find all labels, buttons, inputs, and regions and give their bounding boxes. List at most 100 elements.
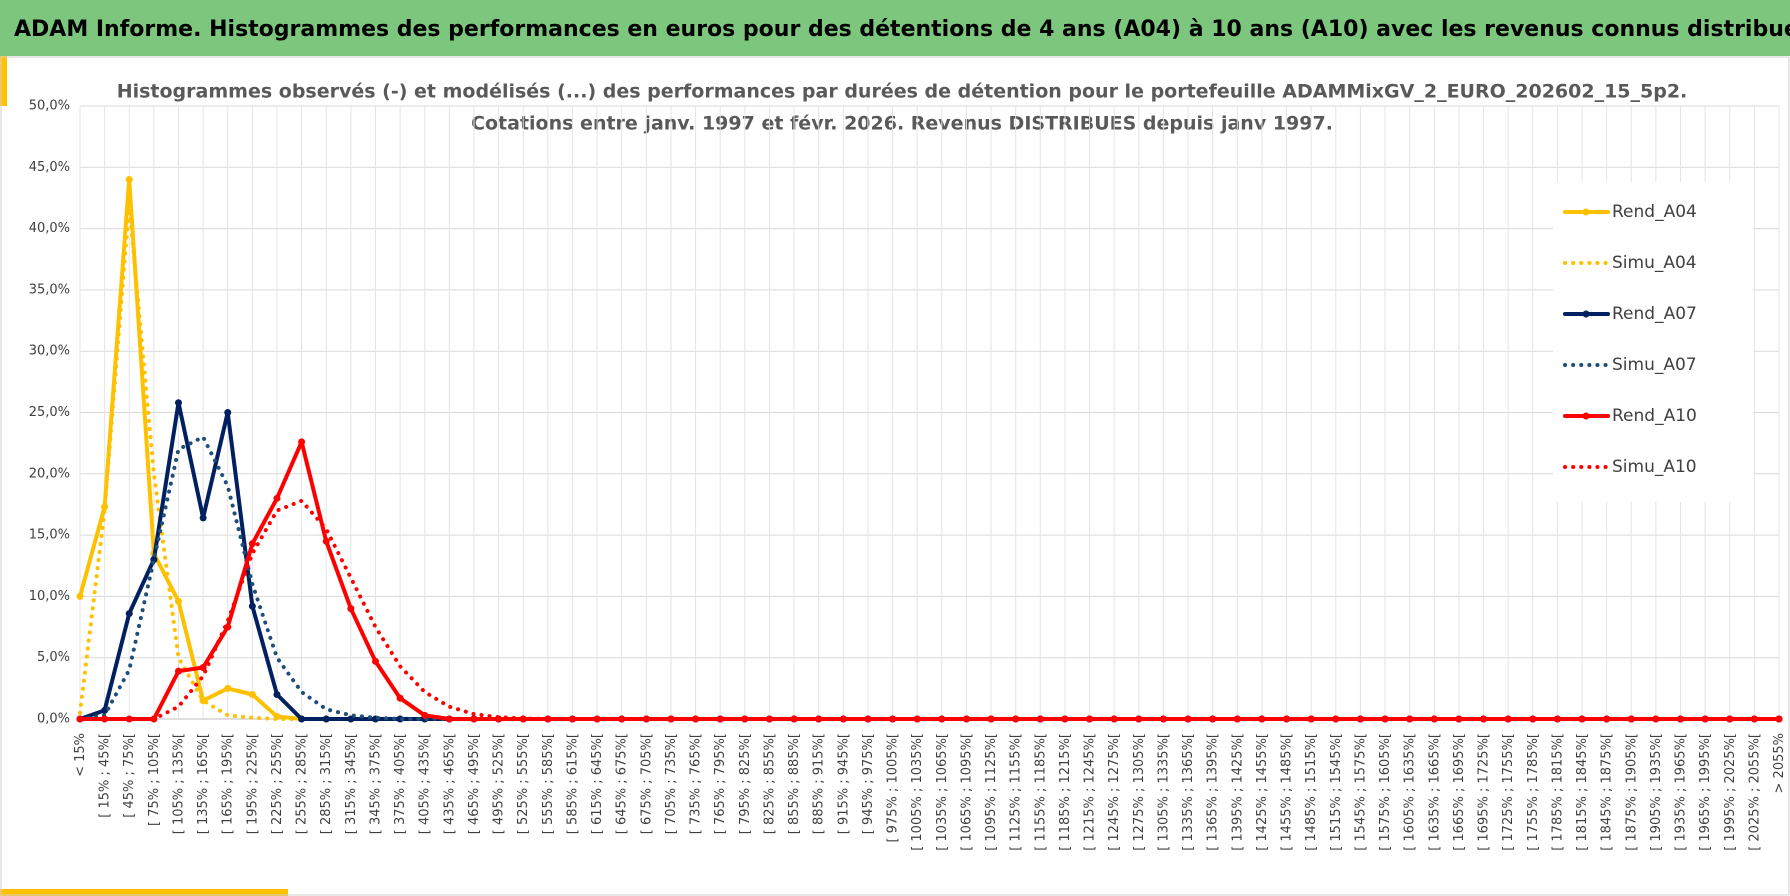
series-marker <box>199 664 207 672</box>
x-tick-label: [ 1335% ; 1365%[ <box>1181 733 1196 851</box>
series-marker <box>371 657 379 665</box>
x-tick-label: [ 345% ; 375%[ <box>368 733 383 834</box>
x-tick-label: [ 1545% ; 1575%[ <box>1353 733 1368 851</box>
series-marker <box>199 514 207 522</box>
legend-label: Rend_A04 <box>1612 202 1697 222</box>
x-tick-label: < 15% <box>73 733 88 777</box>
series-marker <box>248 602 256 610</box>
x-tick-label: [ 255% ; 285%[ <box>295 733 310 834</box>
y-tick-label: 40,0% <box>29 221 70 236</box>
series-marker <box>692 715 700 723</box>
x-tick-label: [ 675% ; 705%[ <box>639 733 654 834</box>
series-marker <box>790 715 798 723</box>
x-tick-label: [ 525% ; 555%[ <box>516 733 531 834</box>
x-tick-label: [ 495% ; 525%[ <box>492 733 507 834</box>
series-marker <box>125 176 133 184</box>
series-marker <box>1332 715 1340 723</box>
series-marker <box>125 610 133 618</box>
chart-subtitle: Cotations entre janv. 1997 et févr. 2026… <box>471 113 1333 135</box>
header-title: ADAM Informe. Histogrammes des performan… <box>14 17 1790 42</box>
chart-frame <box>0 56 1790 896</box>
x-tick-label: [ 45% ; 75%[ <box>122 733 137 818</box>
x-tick-label: [ 1695% ; 1725%[ <box>1477 733 1492 851</box>
series-marker <box>1258 715 1266 723</box>
series-marker <box>174 667 182 675</box>
x-tick-label: [ 465% ; 495%[ <box>467 733 482 834</box>
series-marker <box>322 715 330 723</box>
series-marker <box>741 715 749 723</box>
x-tick-label: [ 105% ; 135%[ <box>171 733 186 834</box>
legend-label: Rend_A07 <box>1612 304 1697 324</box>
x-tick-label: [ 1185% ; 1215%[ <box>1058 733 1073 851</box>
x-tick-label: [ 1965% ; 1995%[ <box>1698 733 1713 851</box>
x-tick-label: [ 1995% ; 2025%[ <box>1723 733 1738 851</box>
series-marker <box>1381 715 1389 723</box>
x-tick-label: [ 1815% ; 1845%[ <box>1575 733 1590 851</box>
series-line <box>78 439 1781 721</box>
series-line <box>78 202 1781 721</box>
legend-marker <box>1582 412 1590 420</box>
x-tick-label: [ 795% ; 825%[ <box>738 733 753 834</box>
x-tick-label: > 2055% <box>1772 733 1787 793</box>
x-tick-label: [ 405% ; 435%[ <box>418 733 433 834</box>
x-tick-label: [ 1755% ; 1785%[ <box>1526 733 1541 851</box>
x-tick-label: [ 1305% ; 1335%[ <box>1156 733 1171 851</box>
y-tick-label: 25,0% <box>29 405 70 420</box>
series-marker <box>298 438 306 446</box>
x-tick-label: [ 1245% ; 1275%[ <box>1107 733 1122 851</box>
series-line <box>78 177 1781 721</box>
x-tick-label: [ 1215% ; 1245%[ <box>1083 733 1098 851</box>
y-tick-label: 50,0% <box>29 99 70 114</box>
x-tick-label: [ 1095% ; 1125%[ <box>984 733 999 851</box>
series-marker <box>1406 715 1414 723</box>
legend-label: Simu_A10 <box>1612 457 1697 477</box>
x-tick-label: [ 1275% ; 1305%[ <box>1132 733 1147 851</box>
x-tick-label: [ 555% ; 585%[ <box>541 733 556 834</box>
x-tick-label: [ 765% ; 795%[ <box>713 733 728 834</box>
x-tick-label: [ 315% ; 345%[ <box>344 733 359 834</box>
x-tick-label: [ 75% ; 105%[ <box>147 733 162 826</box>
legend-label: Simu_A04 <box>1612 253 1697 273</box>
series-marker <box>322 537 330 545</box>
y-tick-label: 15,0% <box>29 528 70 543</box>
x-tick-label: [ 435% ; 465%[ <box>442 733 457 834</box>
series-marker <box>1356 715 1364 723</box>
series-marker <box>273 494 281 502</box>
x-tick-label: [ 975% ; 1005%[ <box>886 733 901 843</box>
series-marker <box>347 715 355 723</box>
x-tick-label: [ 705% ; 735%[ <box>664 733 679 834</box>
header-bar <box>0 0 1790 56</box>
series-marker <box>76 592 84 600</box>
x-tick-label: [ 615% ; 645%[ <box>590 733 605 834</box>
x-tick-label: [ 855% ; 885%[ <box>787 733 802 834</box>
y-tick-label: 5,0% <box>37 650 70 665</box>
series-marker <box>667 715 675 723</box>
x-tick-label: [ 1875% ; 1905%[ <box>1624 733 1639 851</box>
accent <box>0 56 7 106</box>
series-marker <box>396 694 404 702</box>
y-tick-label: 10,0% <box>29 589 70 604</box>
x-tick-label: [ 1935% ; 1965%[ <box>1674 733 1689 851</box>
x-tick-label: [ 165% ; 195%[ <box>221 733 236 834</box>
series-marker <box>716 715 724 723</box>
y-tick-label: 0,0% <box>37 712 70 727</box>
legend-box <box>1553 182 1753 502</box>
series-marker <box>174 399 182 407</box>
legend-marker <box>1582 310 1590 318</box>
x-tick-label: [ 1155% ; 1185%[ <box>1033 733 1048 851</box>
series-marker <box>273 690 281 698</box>
series-marker <box>224 684 232 692</box>
series-marker <box>815 715 823 723</box>
x-tick-label: [ 1845% ; 1875%[ <box>1600 733 1615 851</box>
y-tick-label: 45,0% <box>29 160 70 175</box>
series-marker <box>174 597 182 605</box>
x-tick-label: [ 15% ; 45%[ <box>98 733 113 818</box>
series-marker <box>347 605 355 613</box>
series-marker <box>765 715 773 723</box>
x-tick-label: [ 225% ; 255%[ <box>270 733 285 834</box>
x-tick-label: [ 1455% ; 1485%[ <box>1280 733 1295 851</box>
x-tick-label: [ 1785% ; 1815%[ <box>1550 733 1565 851</box>
x-tick-label: [ 945% ; 975%[ <box>861 733 876 834</box>
